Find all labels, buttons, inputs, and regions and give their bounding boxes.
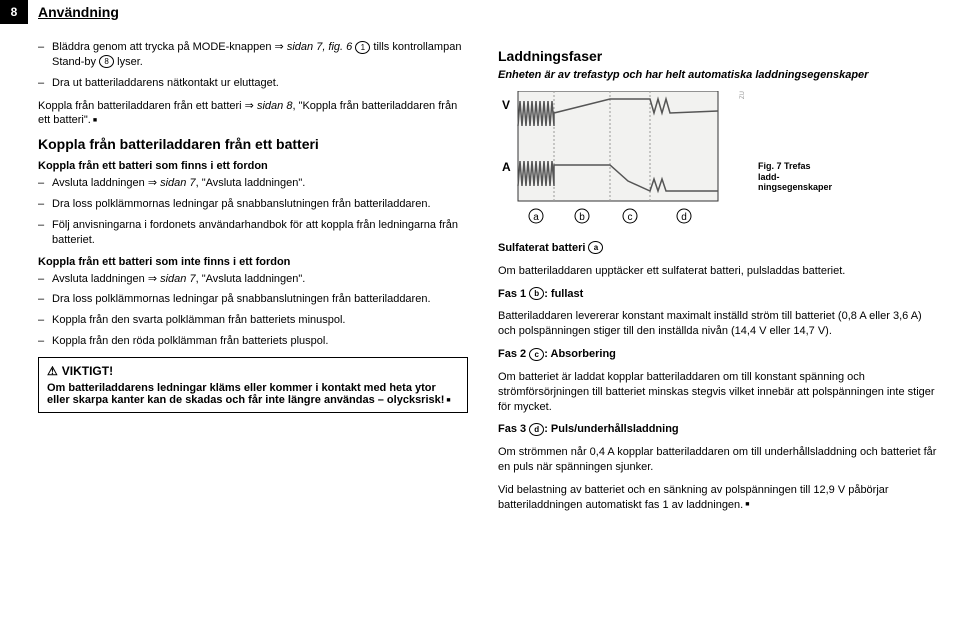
disconnect-ref: Koppla från batteriladdaren från ett bat… [38,99,468,129]
intro-list: Bläddra genom att trycka på MODE-knappen… [38,40,468,91]
svg-text:A: A [502,160,511,174]
list-item: Följ anvisningarna i fordonets användarh… [38,218,468,248]
page-number-tab: 8 [0,0,28,24]
phase3-title: Fas 3 d: Puls/underhållsladdning [498,422,940,437]
heading-disconnect: Koppla från batteriladdaren från ett bat… [38,136,468,152]
svg-text:V: V [502,98,510,112]
right-column: Laddningsfaser Enheten är av trefastyp o… [498,40,940,617]
list-item: Bläddra genom att trycka på MODE-knappen… [38,40,468,70]
phase3-text2: Vid belastning av batteriet och en sänkn… [498,483,940,513]
svg-text:d: d [681,212,687,223]
list-item: Dra loss polklämmornas ledningar på snab… [38,292,468,307]
sulf-text: Om batteriladdaren upptäcker ett sulfate… [498,264,940,279]
phases-subtitle: Enheten är av trefastyp och har helt aut… [498,68,940,83]
warning-title: VIKTIGT! [47,364,459,378]
figure-wrap: V A a b c d ZUB-0452 Fig. 7 Trefas ladd-nin… [498,91,940,231]
figure-caption: Fig. 7 Trefas ladd-ningsegenskaper [758,161,828,193]
list-item: Avsluta laddningen ⇒ sidan 7, "Avsluta l… [38,176,468,191]
phase1-text: Batteriladdaren levererar konstant maxim… [498,309,940,339]
heading-phases: Laddningsfaser [498,48,940,64]
list-item: Koppla från den svarta polklämman från b… [38,313,468,328]
list-item: Avsluta laddningen ⇒ sidan 7, "Avsluta l… [38,272,468,287]
phase1-title: Fas 1 b: fullast [498,287,940,302]
phase2-text: Om batteriet är laddat kopplar batterila… [498,370,940,415]
sulf-title: Sulfaterat batteri a [498,241,940,256]
list-item: Dra ut batteriladdarens nätkontakt ur el… [38,76,468,91]
warning-box: VIKTIGT! Om batteriladdarens ledningar k… [38,357,468,413]
svg-text:ZUB-0452: ZUB-0452 [740,91,746,99]
svg-text:b: b [579,212,585,223]
content-grid: Bläddra genom att trycka på MODE-knappen… [38,40,940,617]
list-item: Koppla från den röda polklämman från bat… [38,334,468,349]
svg-text:a: a [533,212,539,223]
phase3-text1: Om strömmen når 0,4 A kopplar batterilad… [498,445,940,475]
svg-text:c: c [628,212,633,223]
left-column: Bläddra genom att trycka på MODE-knappen… [38,40,468,617]
warning-text: Om batteriladdarens ledningar kläms elle… [47,382,459,406]
heading-not-in-vehicle: Koppla från ett batteri som inte finns i… [38,256,468,268]
in-vehicle-list: Avsluta laddningen ⇒ sidan 7, "Avsluta l… [38,176,468,247]
list-item: Dra loss polklämmornas ledningar på snab… [38,197,468,212]
not-in-vehicle-list: Avsluta laddningen ⇒ sidan 7, "Avsluta l… [38,272,468,349]
heading-in-vehicle: Koppla från ett batteri som finns i ett … [38,160,468,172]
section-title: Användning [38,4,119,20]
phases-chart: V A a b c d ZUB-0452 [498,91,748,231]
phase2-title: Fas 2 c: Absorbering [498,347,940,362]
